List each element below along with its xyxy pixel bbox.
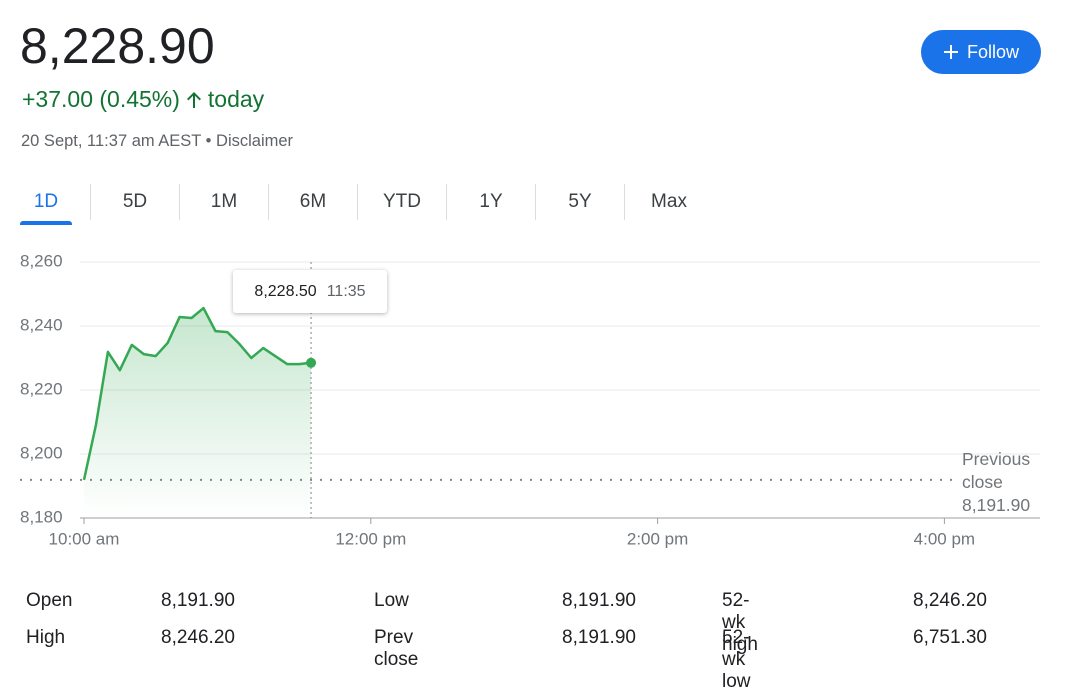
tooltip: 8,228.50 11:35 bbox=[233, 270, 387, 313]
range-tab[interactable]: 5Y bbox=[536, 184, 625, 220]
range-tab[interactable]: 1M bbox=[180, 184, 269, 220]
x-tick-label: 12:00 pm bbox=[335, 529, 406, 548]
stat-value: 6,751.30 bbox=[913, 627, 987, 648]
stat-label: 52-wk high bbox=[722, 590, 758, 655]
tooltip-value: 8,228.50 bbox=[254, 282, 317, 300]
tooltip-time: 11:35 bbox=[326, 282, 366, 300]
x-tick-label: 4:00 pm bbox=[914, 529, 975, 548]
previous-close-annotation: Previous close 8,191.90 bbox=[962, 448, 1046, 517]
y-tick-label: 8,220 bbox=[20, 379, 63, 398]
stat-value: 8,191.90 bbox=[562, 590, 636, 611]
follow-button[interactable]: Follow bbox=[921, 30, 1041, 74]
stat-value: 8,191.90 bbox=[562, 627, 636, 648]
timestamp: 20 Sept, 11:37 am AEST bbox=[21, 132, 202, 150]
y-tick-label: 8,240 bbox=[20, 315, 63, 334]
y-tick-label: 8,260 bbox=[20, 251, 63, 270]
stat-label: Open bbox=[26, 590, 73, 611]
previous-close-text: Previous close bbox=[962, 449, 1031, 492]
plus-icon bbox=[943, 45, 958, 59]
up-arrow bbox=[186, 91, 201, 108]
change: +37.00 (0.45%) today bbox=[22, 86, 264, 113]
disclaimer[interactable]: Disclaimer bbox=[216, 132, 294, 150]
stat-label: High bbox=[26, 627, 66, 648]
range-tab[interactable]: 5D bbox=[91, 184, 180, 220]
x-tick-label: 2:00 pm bbox=[627, 529, 688, 548]
change-period: today bbox=[207, 86, 265, 112]
range-tab[interactable]: 1D bbox=[2, 184, 91, 225]
page: 8,228.90 +37.00 (0.45%) today 20 Sept, 1… bbox=[2, 18, 1046, 692]
range-tab[interactable]: 6M bbox=[269, 184, 358, 220]
last-point bbox=[306, 357, 317, 368]
stat-value: 8,246.20 bbox=[913, 590, 987, 611]
price: 8,228.90 bbox=[20, 18, 215, 74]
follow-label: Follow bbox=[966, 41, 1019, 62]
range-tabs: 1D 5D 1M 6M YTD 1Y 5Y Max bbox=[2, 184, 713, 225]
area bbox=[84, 308, 312, 518]
range-tab[interactable]: Max bbox=[651, 191, 687, 212]
y-tick-label: 8,200 bbox=[20, 443, 63, 462]
stat-value: 8,191.90 bbox=[161, 590, 235, 611]
stat-value: 8,246.20 bbox=[161, 627, 235, 648]
stat-label: Low bbox=[374, 590, 409, 611]
previous-close-value: 8,191.90 bbox=[962, 495, 1031, 515]
x-tick-label: 10:00 am bbox=[49, 529, 120, 548]
chart: 8,180 8,200 8,220 8,240 8,260 10:00 am 12:00 p… bbox=[20, 251, 1040, 548]
timestamp-line: 20 Sept, 11:37 am AEST • Disclaimer bbox=[21, 132, 294, 150]
stat-label: 52-wk low bbox=[722, 627, 751, 692]
change-value: +37.00 (0.45%) bbox=[22, 86, 180, 112]
range-tab[interactable]: YTD bbox=[358, 184, 447, 220]
range-tab[interactable]: 1Y bbox=[447, 184, 536, 220]
y-tick-label: 8,180 bbox=[20, 507, 63, 526]
price-line bbox=[82, 306, 312, 481]
stat-label: Prev close bbox=[374, 627, 419, 670]
